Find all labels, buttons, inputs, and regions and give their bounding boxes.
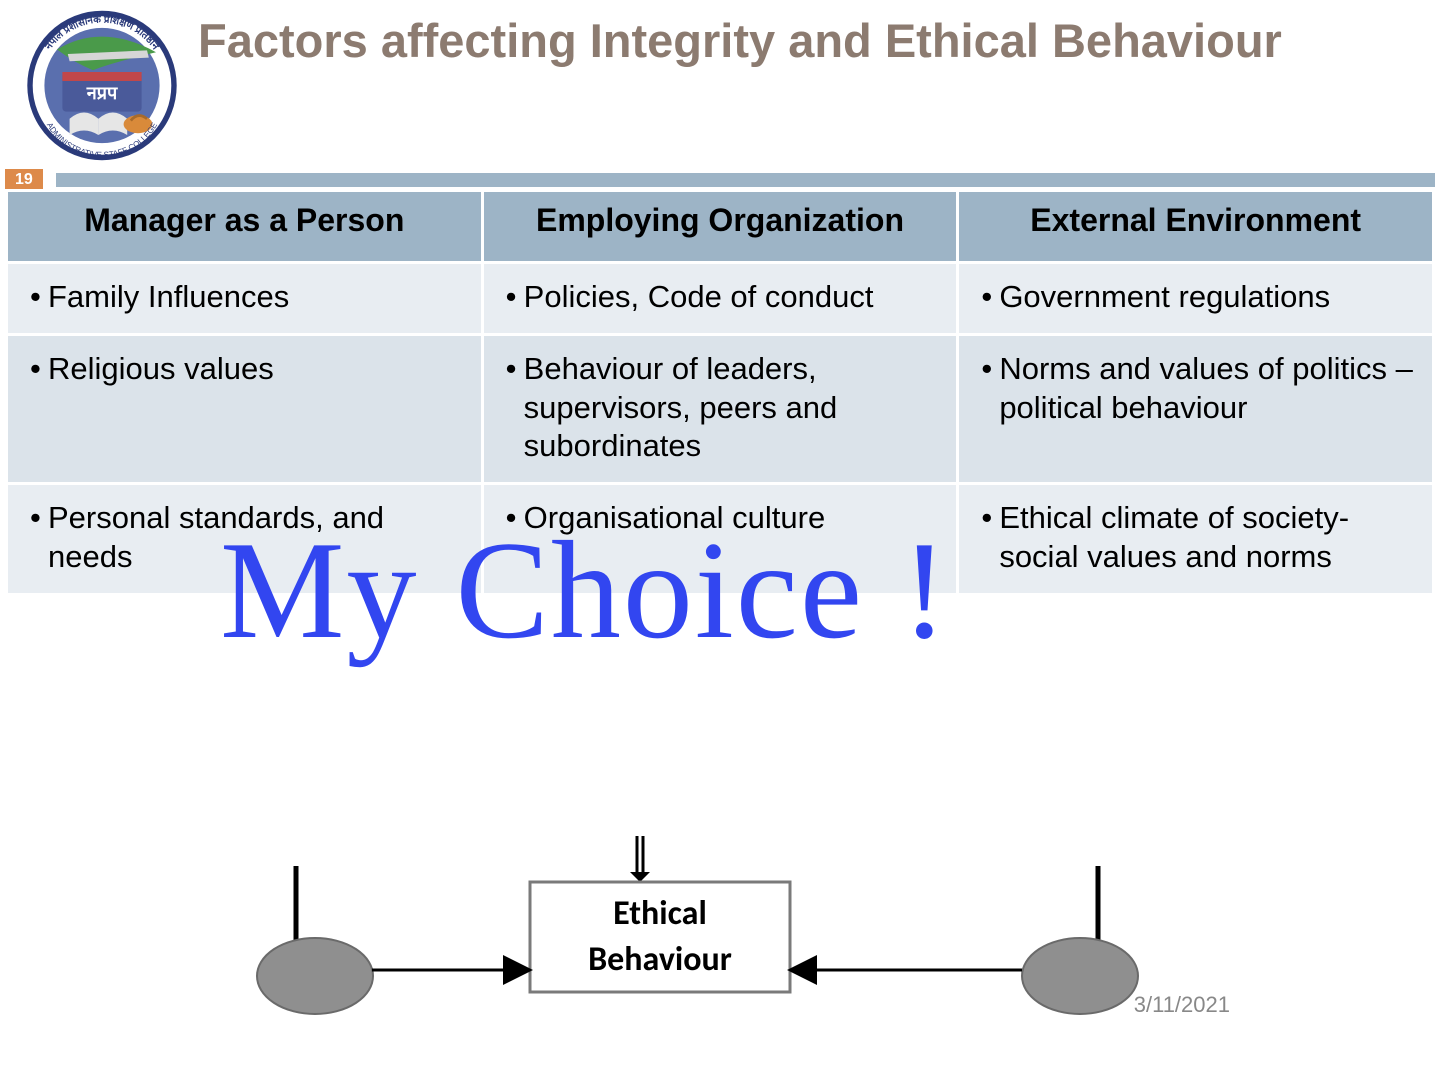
cell: Religious values [48, 350, 469, 389]
table-row: •Personal standards, and needs •Organisa… [7, 484, 1434, 595]
cell: Behaviour of leaders, supervisors, peers… [524, 350, 945, 466]
svg-text:नप्रप: नप्रप [86, 83, 118, 103]
cell: Family Influences [48, 278, 469, 317]
slide-date: 3/11/2021 [1134, 992, 1230, 1018]
accent-bar [56, 173, 1435, 187]
cell: Government regulations [999, 278, 1420, 317]
organization-logo: नप्रप नेपाल प्रशासनिक प्रशिक्षण प्रतिष्ठ… [12, 8, 192, 163]
table-row: •Family Influences •Policies, Code of co… [7, 263, 1434, 335]
cell: Ethical climate of society- social value… [999, 499, 1420, 577]
cell: Personal standards, and needs [48, 499, 469, 577]
table-row: •Religious values •Behaviour of leaders,… [7, 334, 1434, 483]
ethical-behaviour-diagram: Ethical Behaviour [0, 810, 1440, 1070]
col-header-2: External Environment [958, 191, 1434, 263]
svg-text:Behaviour: Behaviour [588, 939, 732, 980]
cell: Policies, Code of conduct [524, 278, 945, 317]
svg-text:Ethical: Ethical [613, 893, 707, 934]
factors-table: Manager as a Person Employing Organizati… [5, 189, 1435, 596]
factors-table-wrap: Manager as a Person Employing Organizati… [0, 189, 1440, 596]
slide-number-bar: 19 [0, 169, 1440, 189]
col-header-1: Employing Organization [482, 191, 958, 263]
slide-number: 19 [5, 169, 43, 189]
slide-title: Factors affecting Integrity and Ethical … [192, 8, 1282, 68]
cell: Organisational culture [524, 499, 945, 538]
col-header-0: Manager as a Person [7, 191, 483, 263]
slide-header: नप्रप नेपाल प्रशासनिक प्रशिक्षण प्रतिष्ठ… [0, 0, 1440, 167]
cell: Norms and values of politics – political… [999, 350, 1420, 428]
slide: नप्रप नेपाल प्रशासनिक प्रशिक्षण प्रतिष्ठ… [0, 0, 1440, 1080]
